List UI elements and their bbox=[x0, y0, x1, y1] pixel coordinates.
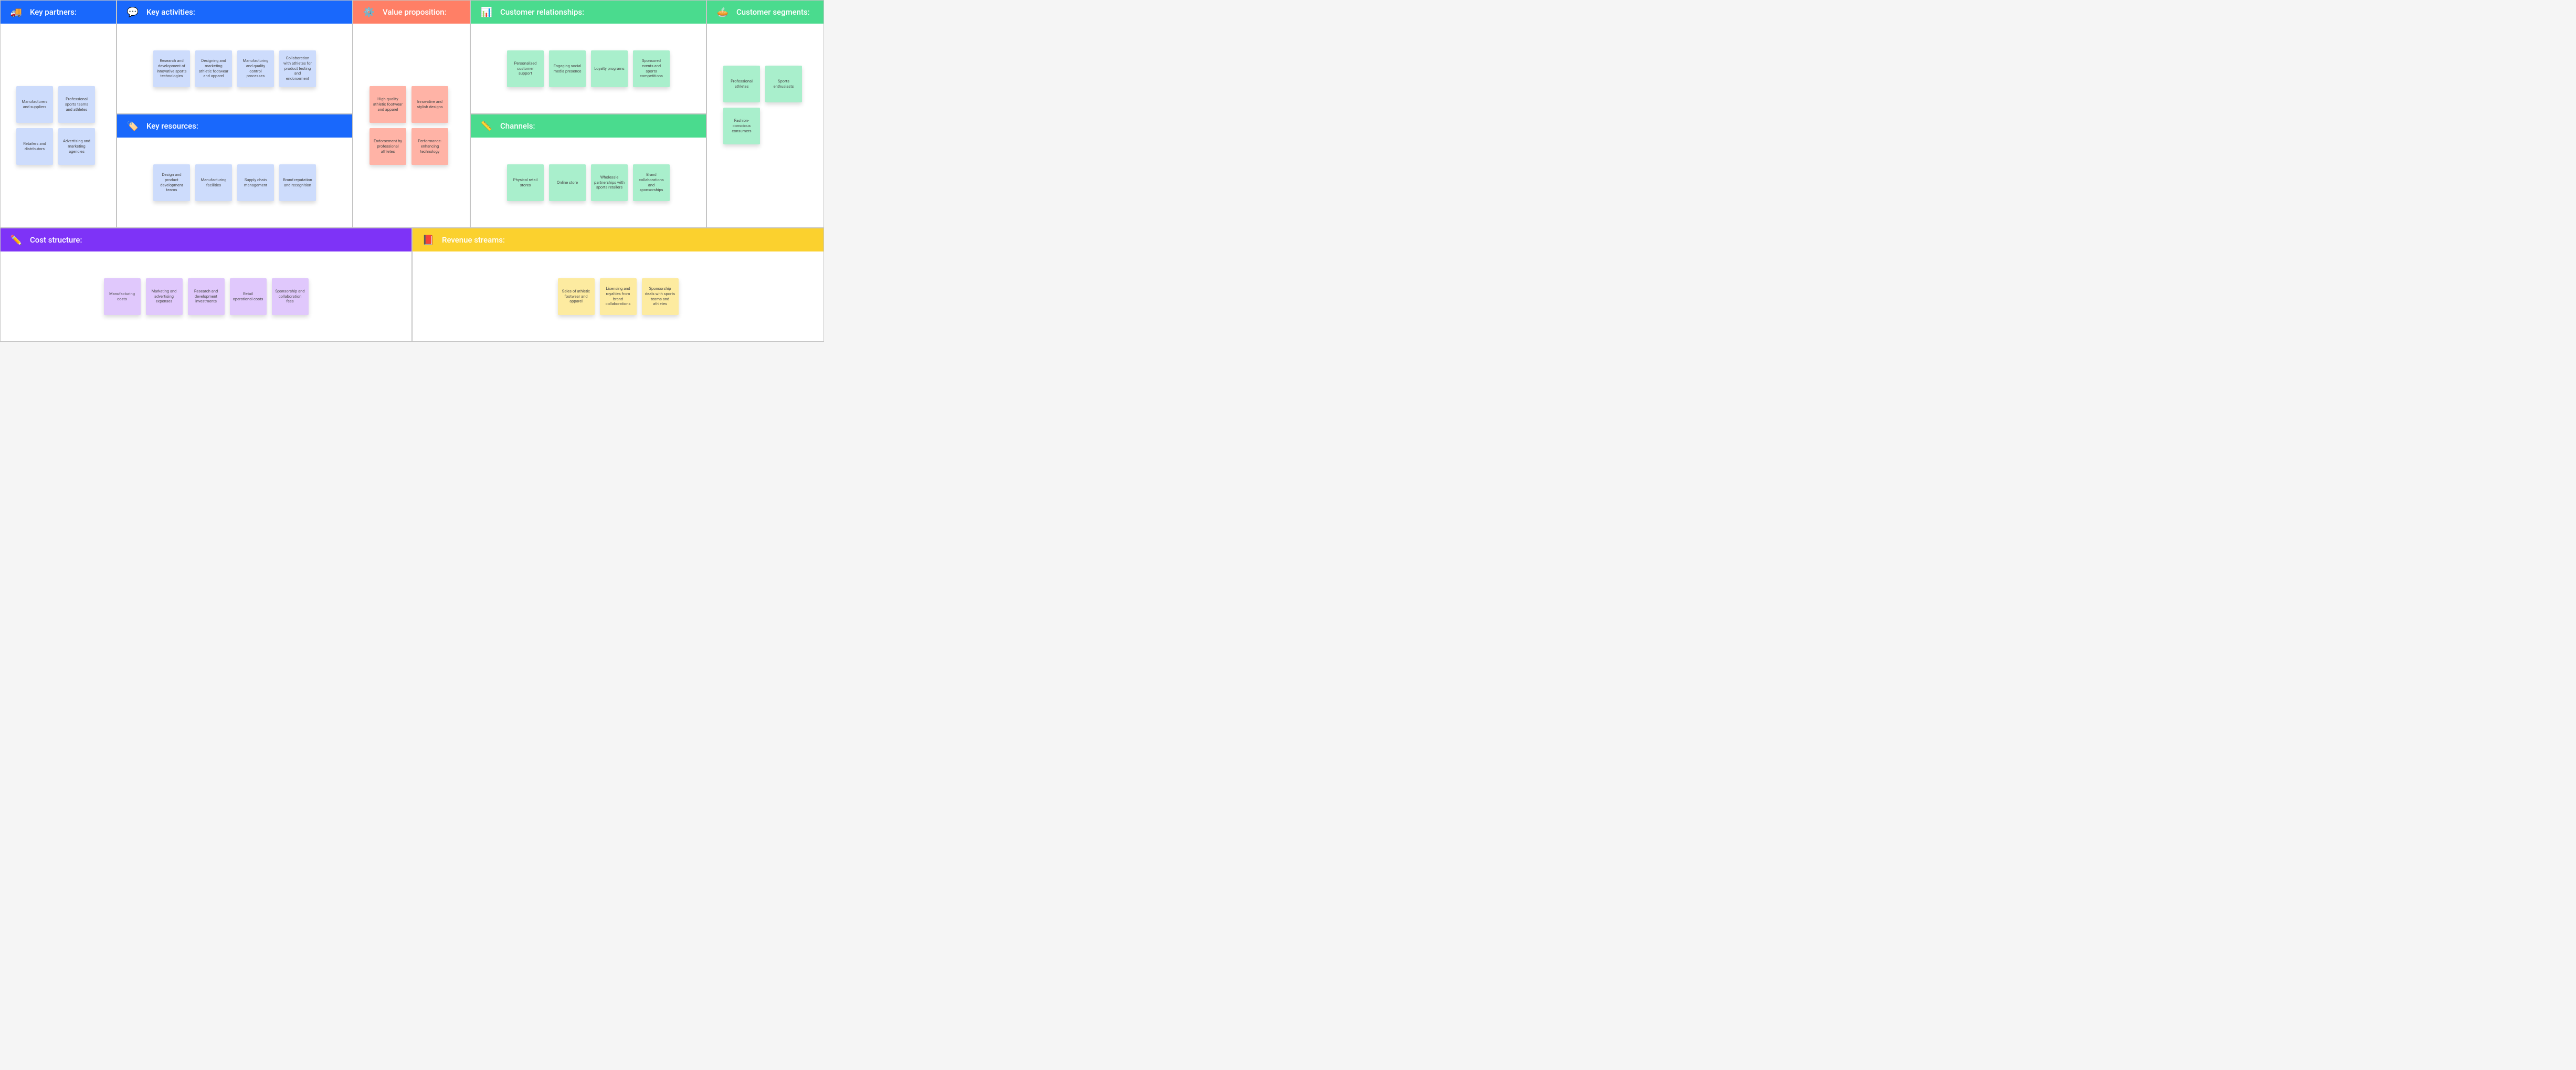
header-value-prop: ⚙️ Value proposition: bbox=[353, 1, 470, 24]
pie-chart-icon: 🥧 bbox=[716, 6, 729, 18]
grid-value-prop: High-quality athletic footwear and appar… bbox=[369, 86, 453, 165]
truck-icon: 🚚 bbox=[10, 6, 23, 18]
card-activity[interactable]: Designing and marketing athletic footwea… bbox=[195, 50, 232, 87]
card-revenue[interactable]: Sales of athletic footwear and apparel bbox=[558, 278, 595, 315]
header-revenue: 📕 Revenue streams: bbox=[413, 228, 824, 251]
card-cost[interactable]: Research and development investments bbox=[188, 278, 225, 315]
header-costs: ✏️ Cost structure: bbox=[1, 228, 411, 251]
bottom-row: ✏️ Cost structure: Manufacturing costs M… bbox=[0, 228, 824, 342]
gears-icon: ⚙️ bbox=[363, 6, 375, 18]
section-relationships: 📊 Customer relationships: Personalized c… bbox=[470, 0, 706, 114]
card-partner[interactable]: Professional sports teams and athletes bbox=[58, 86, 95, 123]
section-costs: ✏️ Cost structure: Manufacturing costs M… bbox=[0, 228, 412, 342]
title-relationships: Customer relationships: bbox=[500, 7, 584, 17]
title-value-prop: Value proposition: bbox=[383, 7, 447, 17]
card-activity[interactable]: Research and development of innovative s… bbox=[153, 50, 190, 87]
body-key-resources: Design and product development teams Man… bbox=[117, 138, 352, 227]
grid-key-partners: Manufacturers and suppliers Professional… bbox=[16, 86, 100, 165]
card-channel[interactable]: Online store bbox=[549, 164, 586, 201]
card-revenue[interactable]: Sponsorship deals with sports teams and … bbox=[642, 278, 679, 315]
card-relationship[interactable]: Engaging social media presence bbox=[549, 50, 586, 87]
body-revenue: Sales of athletic footwear and apparel L… bbox=[413, 251, 824, 341]
chat-icon: 💬 bbox=[126, 6, 139, 18]
grid-segments: Professional athletes Sports enthusiasts… bbox=[723, 66, 807, 144]
card-relationship[interactable]: Loyalty programs bbox=[591, 50, 628, 87]
body-value-prop: High-quality athletic footwear and appar… bbox=[353, 24, 470, 227]
col-activities-resources: 💬 Key activities: Research and developme… bbox=[117, 0, 353, 228]
title-key-resources: Key resources: bbox=[146, 121, 198, 131]
body-channels: Physical retail stores Online store Whol… bbox=[471, 138, 706, 227]
section-segments: 🥧 Customer segments: Professional athlet… bbox=[706, 0, 824, 228]
body-key-activities: Research and development of innovative s… bbox=[117, 24, 352, 113]
card-channel[interactable]: Wholesale partnerships with sports retai… bbox=[591, 164, 628, 201]
header-key-partners: 🚚 Key partners: bbox=[1, 1, 116, 24]
card-partner[interactable]: Advertising and marketing agencies bbox=[58, 128, 95, 165]
header-relationships: 📊 Customer relationships: bbox=[471, 1, 706, 24]
card-activity[interactable]: Manufacturing and quality control proces… bbox=[237, 50, 274, 87]
card-channel[interactable]: Physical retail stores bbox=[507, 164, 544, 201]
title-key-activities: Key activities: bbox=[146, 7, 195, 17]
card-segment[interactable]: Fashion-conscious consumers bbox=[723, 108, 760, 144]
body-costs: Manufacturing costs Marketing and advert… bbox=[1, 251, 411, 341]
card-relationship[interactable]: Sponsored events and sports competitions bbox=[633, 50, 670, 87]
grid-relationships: Personalized customer support Engaging s… bbox=[507, 50, 670, 87]
card-activity[interactable]: Collaboration with athletes for product … bbox=[279, 50, 316, 87]
pencil-icon: ✏️ bbox=[10, 234, 23, 246]
card-cost[interactable]: Marketing and advertising expenses bbox=[146, 278, 183, 315]
grid-costs: Manufacturing costs Marketing and advert… bbox=[104, 278, 309, 315]
card-value[interactable]: Endorsement by professional athletes bbox=[369, 128, 406, 165]
top-row: 🚚 Key partners: Manufacturers and suppli… bbox=[0, 0, 824, 228]
card-segment[interactable]: Professional athletes bbox=[723, 66, 760, 102]
card-relationship[interactable]: Personalized customer support bbox=[507, 50, 544, 87]
bar-chart-icon: 📊 bbox=[480, 6, 493, 18]
grid-channels: Physical retail stores Online store Whol… bbox=[507, 164, 670, 201]
grid-key-resources: Design and product development teams Man… bbox=[153, 164, 316, 201]
card-resource[interactable]: Brand reputation and recognition bbox=[279, 164, 316, 201]
section-key-partners: 🚚 Key partners: Manufacturers and suppli… bbox=[0, 0, 117, 228]
body-relationships: Personalized customer support Engaging s… bbox=[471, 24, 706, 113]
grid-key-activities: Research and development of innovative s… bbox=[153, 50, 316, 87]
card-value[interactable]: Performance-enhancing technology bbox=[411, 128, 448, 165]
col-relationships-channels: 📊 Customer relationships: Personalized c… bbox=[470, 0, 706, 228]
title-costs: Cost structure: bbox=[30, 235, 82, 245]
header-key-activities: 💬 Key activities: bbox=[117, 1, 352, 24]
header-segments: 🥧 Customer segments: bbox=[707, 1, 824, 24]
card-segment[interactable]: Sports enthusiasts bbox=[765, 66, 802, 102]
body-segments: Professional athletes Sports enthusiasts… bbox=[707, 24, 824, 227]
title-channels: Channels: bbox=[500, 121, 535, 131]
card-channel[interactable]: Brand collaborations and sponsorships bbox=[633, 164, 670, 201]
card-resource[interactable]: Manufacturing facilities bbox=[195, 164, 232, 201]
section-key-resources: 🏷️ Key resources: Design and product dev… bbox=[117, 114, 353, 228]
card-cost[interactable]: Sponsorship and collaboration fees bbox=[272, 278, 309, 315]
business-model-canvas: 🚚 Key partners: Manufacturers and suppli… bbox=[0, 0, 824, 342]
body-key-partners: Manufacturers and suppliers Professional… bbox=[1, 24, 116, 227]
card-cost[interactable]: Manufacturing costs bbox=[104, 278, 141, 315]
tag-icon: 🏷️ bbox=[126, 120, 139, 132]
section-value-prop: ⚙️ Value proposition: High-quality athle… bbox=[353, 0, 470, 228]
card-resource[interactable]: Design and product development teams bbox=[153, 164, 190, 201]
section-channels: 📏 Channels: Physical retail stores Onlin… bbox=[470, 114, 706, 228]
section-revenue: 📕 Revenue streams: Sales of athletic foo… bbox=[412, 228, 824, 342]
title-revenue: Revenue streams: bbox=[442, 235, 505, 245]
card-value[interactable]: Innovative and stylish designs bbox=[411, 86, 448, 123]
ruler-icon: 📏 bbox=[480, 120, 493, 132]
card-partner[interactable]: Manufacturers and suppliers bbox=[16, 86, 53, 123]
card-partner[interactable]: Retailers and distributors bbox=[16, 128, 53, 165]
grid-revenue: Sales of athletic footwear and apparel L… bbox=[558, 278, 679, 315]
header-channels: 📏 Channels: bbox=[471, 114, 706, 138]
book-icon: 📕 bbox=[422, 234, 435, 246]
card-revenue[interactable]: Licensing and royalties from brand colla… bbox=[600, 278, 637, 315]
header-key-resources: 🏷️ Key resources: bbox=[117, 114, 352, 138]
card-value[interactable]: High-quality athletic footwear and appar… bbox=[369, 86, 406, 123]
card-cost[interactable]: Retail operational costs bbox=[230, 278, 267, 315]
section-key-activities: 💬 Key activities: Research and developme… bbox=[117, 0, 353, 114]
title-segments: Customer segments: bbox=[736, 7, 810, 17]
title-key-partners: Key partners: bbox=[30, 7, 77, 17]
card-resource[interactable]: Supply chain management bbox=[237, 164, 274, 201]
